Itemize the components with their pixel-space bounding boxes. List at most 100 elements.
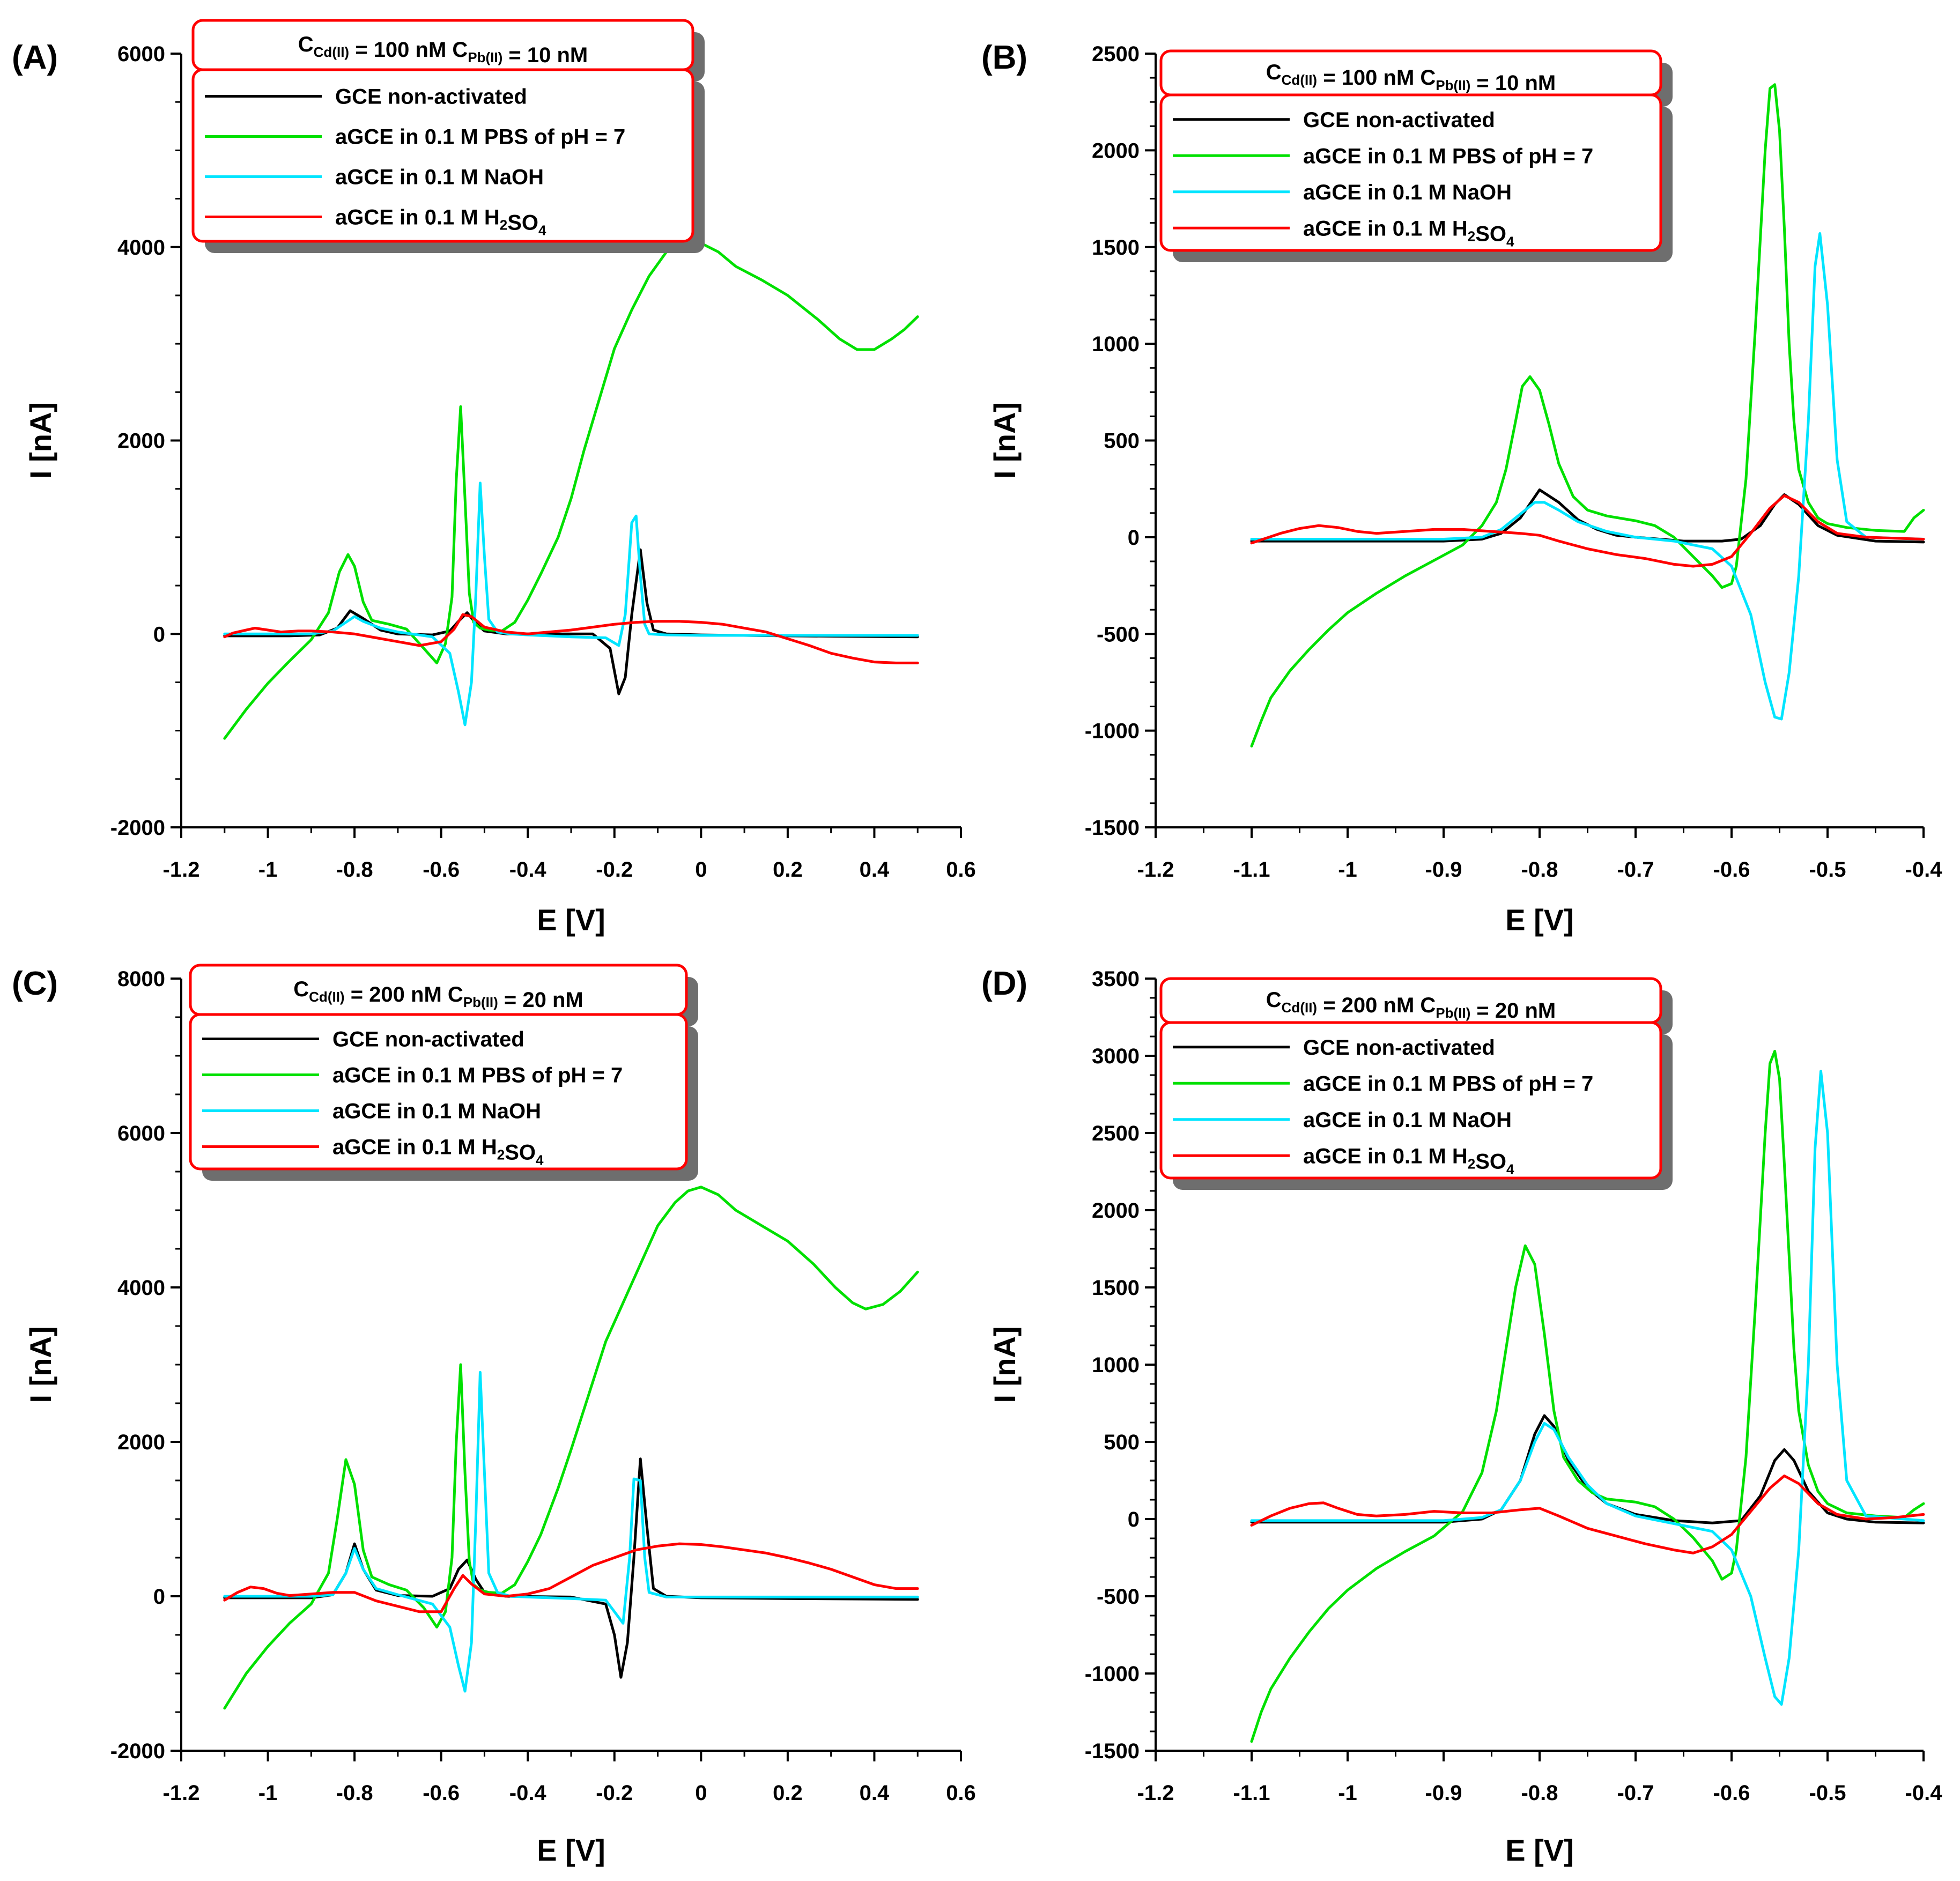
- x-axis-label: E [V]: [537, 903, 605, 937]
- panel-label: (D): [981, 965, 1027, 1002]
- x-tick-label: 0.4: [860, 1781, 890, 1805]
- legend-entry-label: aGCE in 0.1 M NaOH: [1303, 181, 1512, 204]
- y-tick-label: 0: [1128, 1508, 1140, 1531]
- x-tick-label: 0: [695, 858, 707, 882]
- series-line-agce-in-0-1-m-h2so4: [1250, 494, 1925, 568]
- y-tick-label: 3000: [1092, 1045, 1140, 1068]
- x-tick-label: -0.9: [1425, 1781, 1462, 1805]
- y-tick-label: 2000: [117, 429, 165, 453]
- x-tick-label: -0.4: [1905, 1781, 1943, 1805]
- x-axis-label: E [V]: [537, 1833, 605, 1867]
- chart-panel-d: -1.2 -1.1 -1 -0.9 -0.8 -0.7 -0.6 -0.5 -0.4 -1500 -…: [981, 965, 1942, 1867]
- legend-title: CCd(II) = 200 nM CPb(II) = 20 nM: [1266, 988, 1556, 1023]
- x-tick-label: -0.6: [423, 1781, 460, 1805]
- x-tick-label: -0.4: [509, 858, 547, 882]
- x-tick-label: -1.2: [1137, 858, 1174, 882]
- x-tick-label: -0.2: [596, 1781, 633, 1805]
- x-tick-label: -0.9: [1425, 858, 1462, 882]
- legend-title-box: [191, 19, 694, 71]
- series-line-agce-in-0-1-m-pbs-of-ph-7: [1250, 1049, 1925, 1743]
- legend-entry-label: aGCE in 0.1 M PBS of pH = 7: [1303, 144, 1593, 168]
- y-axis-label: I [nA]: [24, 402, 57, 479]
- legend-title-box: [1159, 49, 1662, 97]
- chart-panel-b: -1.2 -1.1 -1 -0.9 -0.8 -0.7 -0.6 -0.5 -0.4 -1500 -…: [981, 39, 1942, 937]
- x-tick-label: -0.5: [1809, 858, 1846, 882]
- y-tick-label: 1000: [1092, 332, 1140, 356]
- x-tick-label: -0.6: [1713, 1781, 1750, 1805]
- y-tick-label: 0: [1128, 526, 1140, 550]
- x-tick-label: -0.5: [1809, 1781, 1846, 1805]
- x-tick-label: -0.4: [1905, 858, 1943, 882]
- x-tick-label: -1: [258, 1781, 278, 1805]
- x-tick-label: -0.7: [1617, 1781, 1654, 1805]
- x-tick-label: -1.2: [163, 1781, 200, 1805]
- series-line-agce-in-0-1-m-naoh: [1250, 1070, 1925, 1706]
- y-tick-label: 6000: [117, 42, 165, 66]
- series-line-gce-non-activated: [1250, 488, 1925, 544]
- panel-label: (B): [981, 39, 1027, 76]
- y-tick-label: 0: [153, 1585, 165, 1609]
- x-tick-label: -0.4: [509, 1781, 547, 1805]
- legend-entry-label: GCE non-activated: [1303, 108, 1495, 132]
- legend-entry-label: GCE non-activated: [335, 85, 527, 109]
- x-tick-label: -1.1: [1233, 858, 1270, 882]
- y-tick-label: 3500: [1092, 967, 1140, 991]
- x-tick-label: -0.6: [423, 858, 460, 882]
- legend-entry-label: aGCE in 0.1 M NaOH: [332, 1100, 541, 1123]
- x-axis-label: E [V]: [1505, 903, 1574, 937]
- x-tick-label: -0.2: [596, 858, 633, 882]
- legend: CCd(II) = 100 nM CPb(II) = 10 nM GCE non-…: [1159, 49, 1673, 262]
- series-line-agce-in-0-1-m-h2so4: [1250, 1474, 1925, 1554]
- y-tick-label: 6000: [117, 1122, 165, 1145]
- x-tick-label: 0: [695, 1781, 707, 1805]
- x-tick-label: -1.2: [163, 858, 200, 882]
- x-tick-label: -0.8: [336, 858, 373, 882]
- legend-title-box: [1159, 977, 1662, 1024]
- legend-title: CCd(II) = 100 nM CPb(II) = 10 nM: [1266, 61, 1556, 95]
- series-line-agce-in-0-1-m-h2so4: [223, 1542, 919, 1613]
- y-tick-label: 2000: [1092, 1199, 1140, 1223]
- y-tick-label: 4000: [117, 236, 165, 260]
- legend-entry-label: aGCE in 0.1 M H2SO4: [332, 1136, 544, 1168]
- legend-entry-label: aGCE in 0.1 M PBS of pH = 7: [332, 1064, 623, 1087]
- legend-entry-label: GCE non-activated: [1303, 1036, 1495, 1060]
- legend-entry-label: aGCE in 0.1 M H2SO4: [1303, 1144, 1514, 1177]
- chart-panel-c: -1.2 -1 -0.8 -0.6 -0.4 -0.2 0 0.2 0.4 0.6 -2000 0 20…: [12, 964, 976, 1867]
- y-axis-label: I [nA]: [24, 1326, 57, 1403]
- y-tick-label: -1500: [1085, 1739, 1140, 1763]
- y-tick-label: 2500: [1092, 1122, 1140, 1145]
- x-tick-label: 0.6: [946, 1781, 976, 1805]
- x-tick-label: -0.8: [1521, 1781, 1558, 1805]
- legend-entry-label: aGCE in 0.1 M PBS of pH = 7: [1303, 1072, 1593, 1095]
- y-tick-label: 500: [1104, 1431, 1140, 1454]
- y-tick-label: 1500: [1092, 1276, 1140, 1300]
- x-tick-label: -0.7: [1617, 858, 1654, 882]
- x-tick-label: -0.6: [1713, 858, 1750, 882]
- series-line-agce-in-0-1-m-naoh: [1250, 232, 1925, 721]
- legend: CCd(II) = 200 nM CPb(II) = 20 nM GCE non-…: [189, 964, 698, 1181]
- y-tick-label: 500: [1104, 429, 1140, 453]
- legend-entry-label: aGCE in 0.1 M NaOH: [1303, 1108, 1512, 1132]
- x-tick-label: -0.8: [336, 1781, 373, 1805]
- series-line-agce-in-0-1-m-pbs-of-ph-7: [223, 241, 919, 740]
- y-tick-label: 1500: [1092, 236, 1140, 260]
- legend-title: CCd(II) = 200 nM CPb(II) = 20 nM: [293, 977, 583, 1012]
- legend-entry-label: aGCE in 0.1 M NaOH: [335, 166, 544, 189]
- y-axis-label: I [nA]: [988, 1326, 1022, 1403]
- series-line-agce-in-0-1-m-naoh: [223, 482, 919, 727]
- panel-label: (C): [12, 965, 58, 1002]
- x-tick-label: 0.2: [773, 1781, 803, 1805]
- y-tick-label: -500: [1097, 623, 1140, 646]
- legend-entry-label: GCE non-activated: [332, 1028, 524, 1051]
- y-tick-label: -1000: [1085, 1662, 1140, 1686]
- y-tick-label: 2000: [1092, 139, 1140, 162]
- series-line-agce-in-0-1-m-naoh: [223, 1371, 919, 1693]
- x-tick-label: 0.4: [860, 858, 890, 882]
- chart-panel-a: -1.2 -1 -0.8 -0.6 -0.4 -0.2 0 0.2 0.4 0.6 -2000 0 20…: [12, 19, 976, 937]
- y-tick-label: 1000: [1092, 1353, 1140, 1377]
- series-line-agce-in-0-1-m-pbs-of-ph-7: [223, 1186, 919, 1710]
- x-tick-label: -0.8: [1521, 858, 1558, 882]
- legend-entry-label: aGCE in 0.1 M H2SO4: [1303, 217, 1514, 249]
- y-axis-label: I [nA]: [988, 402, 1022, 479]
